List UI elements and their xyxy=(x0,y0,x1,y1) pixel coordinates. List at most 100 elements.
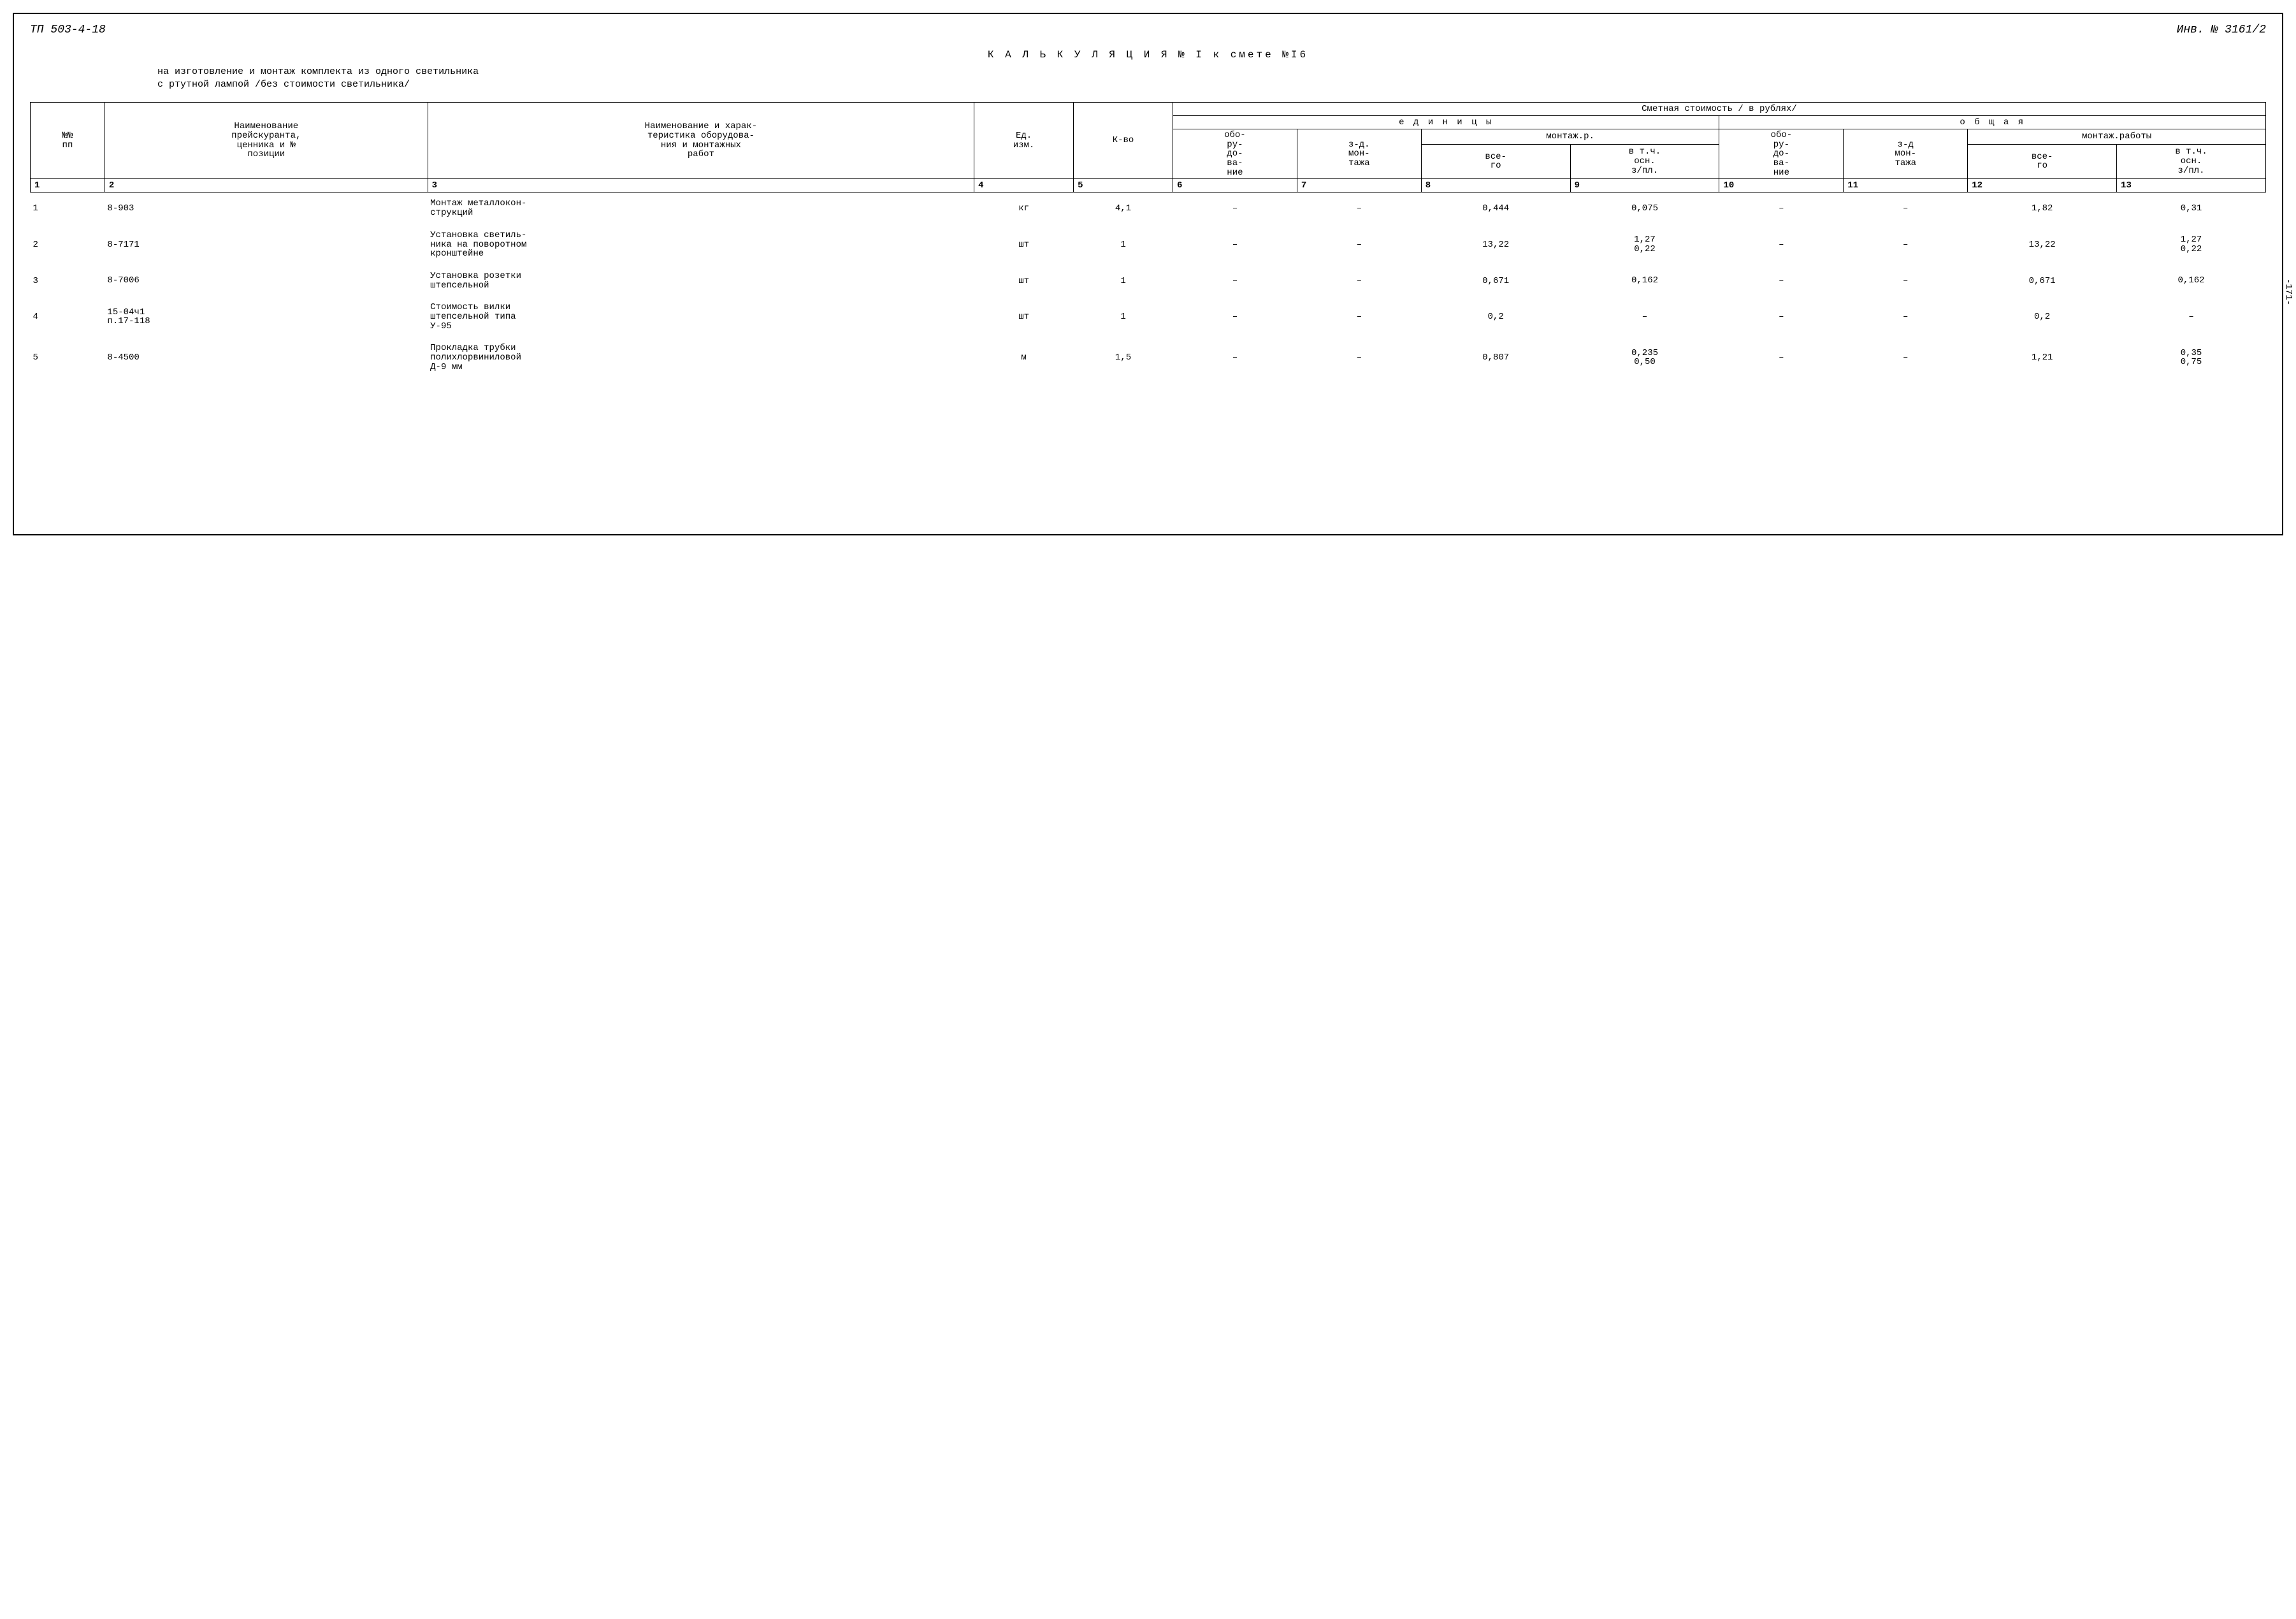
cell-c6: – xyxy=(1173,337,1297,378)
doc-subtitle: на изготовление и монтаж комплекта из од… xyxy=(157,66,2266,91)
column-numbers-row: 1 2 3 4 5 6 7 8 9 10 11 12 13 xyxy=(31,179,2266,192)
colnum-13: 13 xyxy=(2117,179,2266,192)
cell-n: 1 xyxy=(31,192,105,224)
colnum-2: 2 xyxy=(105,179,428,192)
cell-desc: Установка розеткиштепсельной xyxy=(428,265,974,296)
cell-n: 4 xyxy=(31,296,105,337)
cell-c6: – xyxy=(1173,296,1297,337)
col-5: К-во xyxy=(1074,103,1173,179)
side-page-number: -171- xyxy=(2283,279,2293,305)
cell-unit: шт xyxy=(974,265,1074,296)
inv-number: Инв. № 3161/2 xyxy=(2177,24,2266,36)
cell-qty: 4,1 xyxy=(1074,192,1173,224)
cell-desc: Прокладка трубкиполихлорвиниловойД-9 мм xyxy=(428,337,974,378)
colnum-3: 3 xyxy=(428,179,974,192)
cell-unit: шт xyxy=(974,296,1074,337)
col-12: все-го xyxy=(1968,144,2117,179)
col-9: в т.ч.осн.з/пл. xyxy=(1570,144,1719,179)
cell-desc: Стоимость вилкиштепсельной типаУ-95 xyxy=(428,296,974,337)
page-frame: ТП 503-4-18 Инв. № 3161/2 К А Л Ь К У Л … xyxy=(13,13,2283,535)
cell-c11: – xyxy=(1844,192,1968,224)
cell-c6: – xyxy=(1173,224,1297,265)
cell-c10: – xyxy=(1719,337,1844,378)
table-row: 4 15-04ч1п.17-118 Стоимость вилкиштепсел… xyxy=(31,296,2266,337)
cell-c7: – xyxy=(1297,224,1421,265)
colnum-7: 7 xyxy=(1297,179,1421,192)
table-row: 1 8-903 Монтаж металлокон-струкций кг 4,… xyxy=(31,192,2266,224)
cell-c12: 0,2 xyxy=(1968,296,2117,337)
col-8: все-го xyxy=(1421,144,1570,179)
cell-qty: 1 xyxy=(1074,224,1173,265)
colnum-11: 11 xyxy=(1844,179,1968,192)
cell-c9: 1,270,22 xyxy=(1570,224,1719,265)
cell-ref: 8-7171 xyxy=(105,224,428,265)
col-7: з-д.мон-тажа xyxy=(1297,129,1421,179)
header-row: ТП 503-4-18 Инв. № 3161/2 xyxy=(30,24,2266,36)
cell-c10: – xyxy=(1719,192,1844,224)
col-unit-group: е д и н и ц ы xyxy=(1173,116,1719,129)
cell-unit: шт xyxy=(974,224,1074,265)
col-6: обо-ру-до-ва-ние xyxy=(1173,129,1297,179)
cell-c11: – xyxy=(1844,337,1968,378)
colnum-9: 9 xyxy=(1570,179,1719,192)
cell-c13: 0,350,75 xyxy=(2117,337,2266,378)
table-row: 3 8-7006 Установка розеткиштепсельной шт… xyxy=(31,265,2266,296)
col-mont-unit: монтаж.р. xyxy=(1421,129,1719,145)
cell-c6: – xyxy=(1173,265,1297,296)
cell-qty: 1 xyxy=(1074,296,1173,337)
col-2: Наименованиепрейскуранта,ценника и №пози… xyxy=(105,103,428,179)
subtitle-line2: с ртутной лампой /без стоимости светильн… xyxy=(157,79,410,90)
cell-n: 2 xyxy=(31,224,105,265)
col-10: обо-ру-до-ва-ние xyxy=(1719,129,1844,179)
table-header: №№пп Наименованиепрейскуранта,ценника и … xyxy=(31,103,2266,192)
subtitle-line1: на изготовление и монтаж комплекта из од… xyxy=(157,66,479,77)
cell-c6: – xyxy=(1173,192,1297,224)
col-3: Наименование и харак-теристика оборудова… xyxy=(428,103,974,179)
cell-c9: – xyxy=(1570,296,1719,337)
cell-c12: 1,21 xyxy=(1968,337,2117,378)
colnum-4: 4 xyxy=(974,179,1074,192)
cell-c12: 0,671 xyxy=(1968,265,2117,296)
doc-code: ТП 503-4-18 xyxy=(30,24,106,36)
col-mont-total: монтаж.работы xyxy=(1968,129,2266,145)
cell-c10: – xyxy=(1719,296,1844,337)
cell-c8: 0,2 xyxy=(1421,296,1570,337)
cell-c10: – xyxy=(1719,224,1844,265)
cell-ref: 8-4500 xyxy=(105,337,428,378)
colnum-1: 1 xyxy=(31,179,105,192)
cell-c7: – xyxy=(1297,192,1421,224)
cell-unit: м xyxy=(974,337,1074,378)
cell-c10: – xyxy=(1719,265,1844,296)
colnum-12: 12 xyxy=(1968,179,2117,192)
cell-c13: 0,31 xyxy=(2117,192,2266,224)
col-11: з-дмон-тажа xyxy=(1844,129,1968,179)
col-1: №№пп xyxy=(31,103,105,179)
cell-ref: 8-903 xyxy=(105,192,428,224)
cell-c7: – xyxy=(1297,337,1421,378)
cell-c8: 0,444 xyxy=(1421,192,1570,224)
cell-desc: Монтаж металлокон-струкций xyxy=(428,192,974,224)
cell-c7: – xyxy=(1297,265,1421,296)
col-13: в т.ч.осн.з/пл. xyxy=(2117,144,2266,179)
table-body: 1 8-903 Монтаж металлокон-струкций кг 4,… xyxy=(31,192,2266,378)
cell-c12: 1,82 xyxy=(1968,192,2117,224)
cell-c11: – xyxy=(1844,265,1968,296)
cell-n: 5 xyxy=(31,337,105,378)
cell-c9: 0,075 xyxy=(1570,192,1719,224)
cell-ref: 15-04ч1п.17-118 xyxy=(105,296,428,337)
cell-c11: – xyxy=(1844,296,1968,337)
cell-unit: кг xyxy=(974,192,1074,224)
colnum-6: 6 xyxy=(1173,179,1297,192)
cell-c8: 13,22 xyxy=(1421,224,1570,265)
col-total-group: о б щ а я xyxy=(1719,116,2266,129)
cell-c13: 1,270,22 xyxy=(2117,224,2266,265)
colnum-10: 10 xyxy=(1719,179,1844,192)
cell-c8: 0,807 xyxy=(1421,337,1570,378)
cell-desc: Установка светиль-ника на поворотномкрон… xyxy=(428,224,974,265)
doc-title: К А Л Ь К У Л Я Ц И Я № I к смете №I6 xyxy=(30,49,2266,61)
colnum-8: 8 xyxy=(1421,179,1570,192)
table-row: 5 8-4500 Прокладка трубкиполихлорвинилов… xyxy=(31,337,2266,378)
cell-c9: 0,162 xyxy=(1570,265,1719,296)
cell-c13: 0,162 xyxy=(2117,265,2266,296)
cell-ref: 8-7006 xyxy=(105,265,428,296)
